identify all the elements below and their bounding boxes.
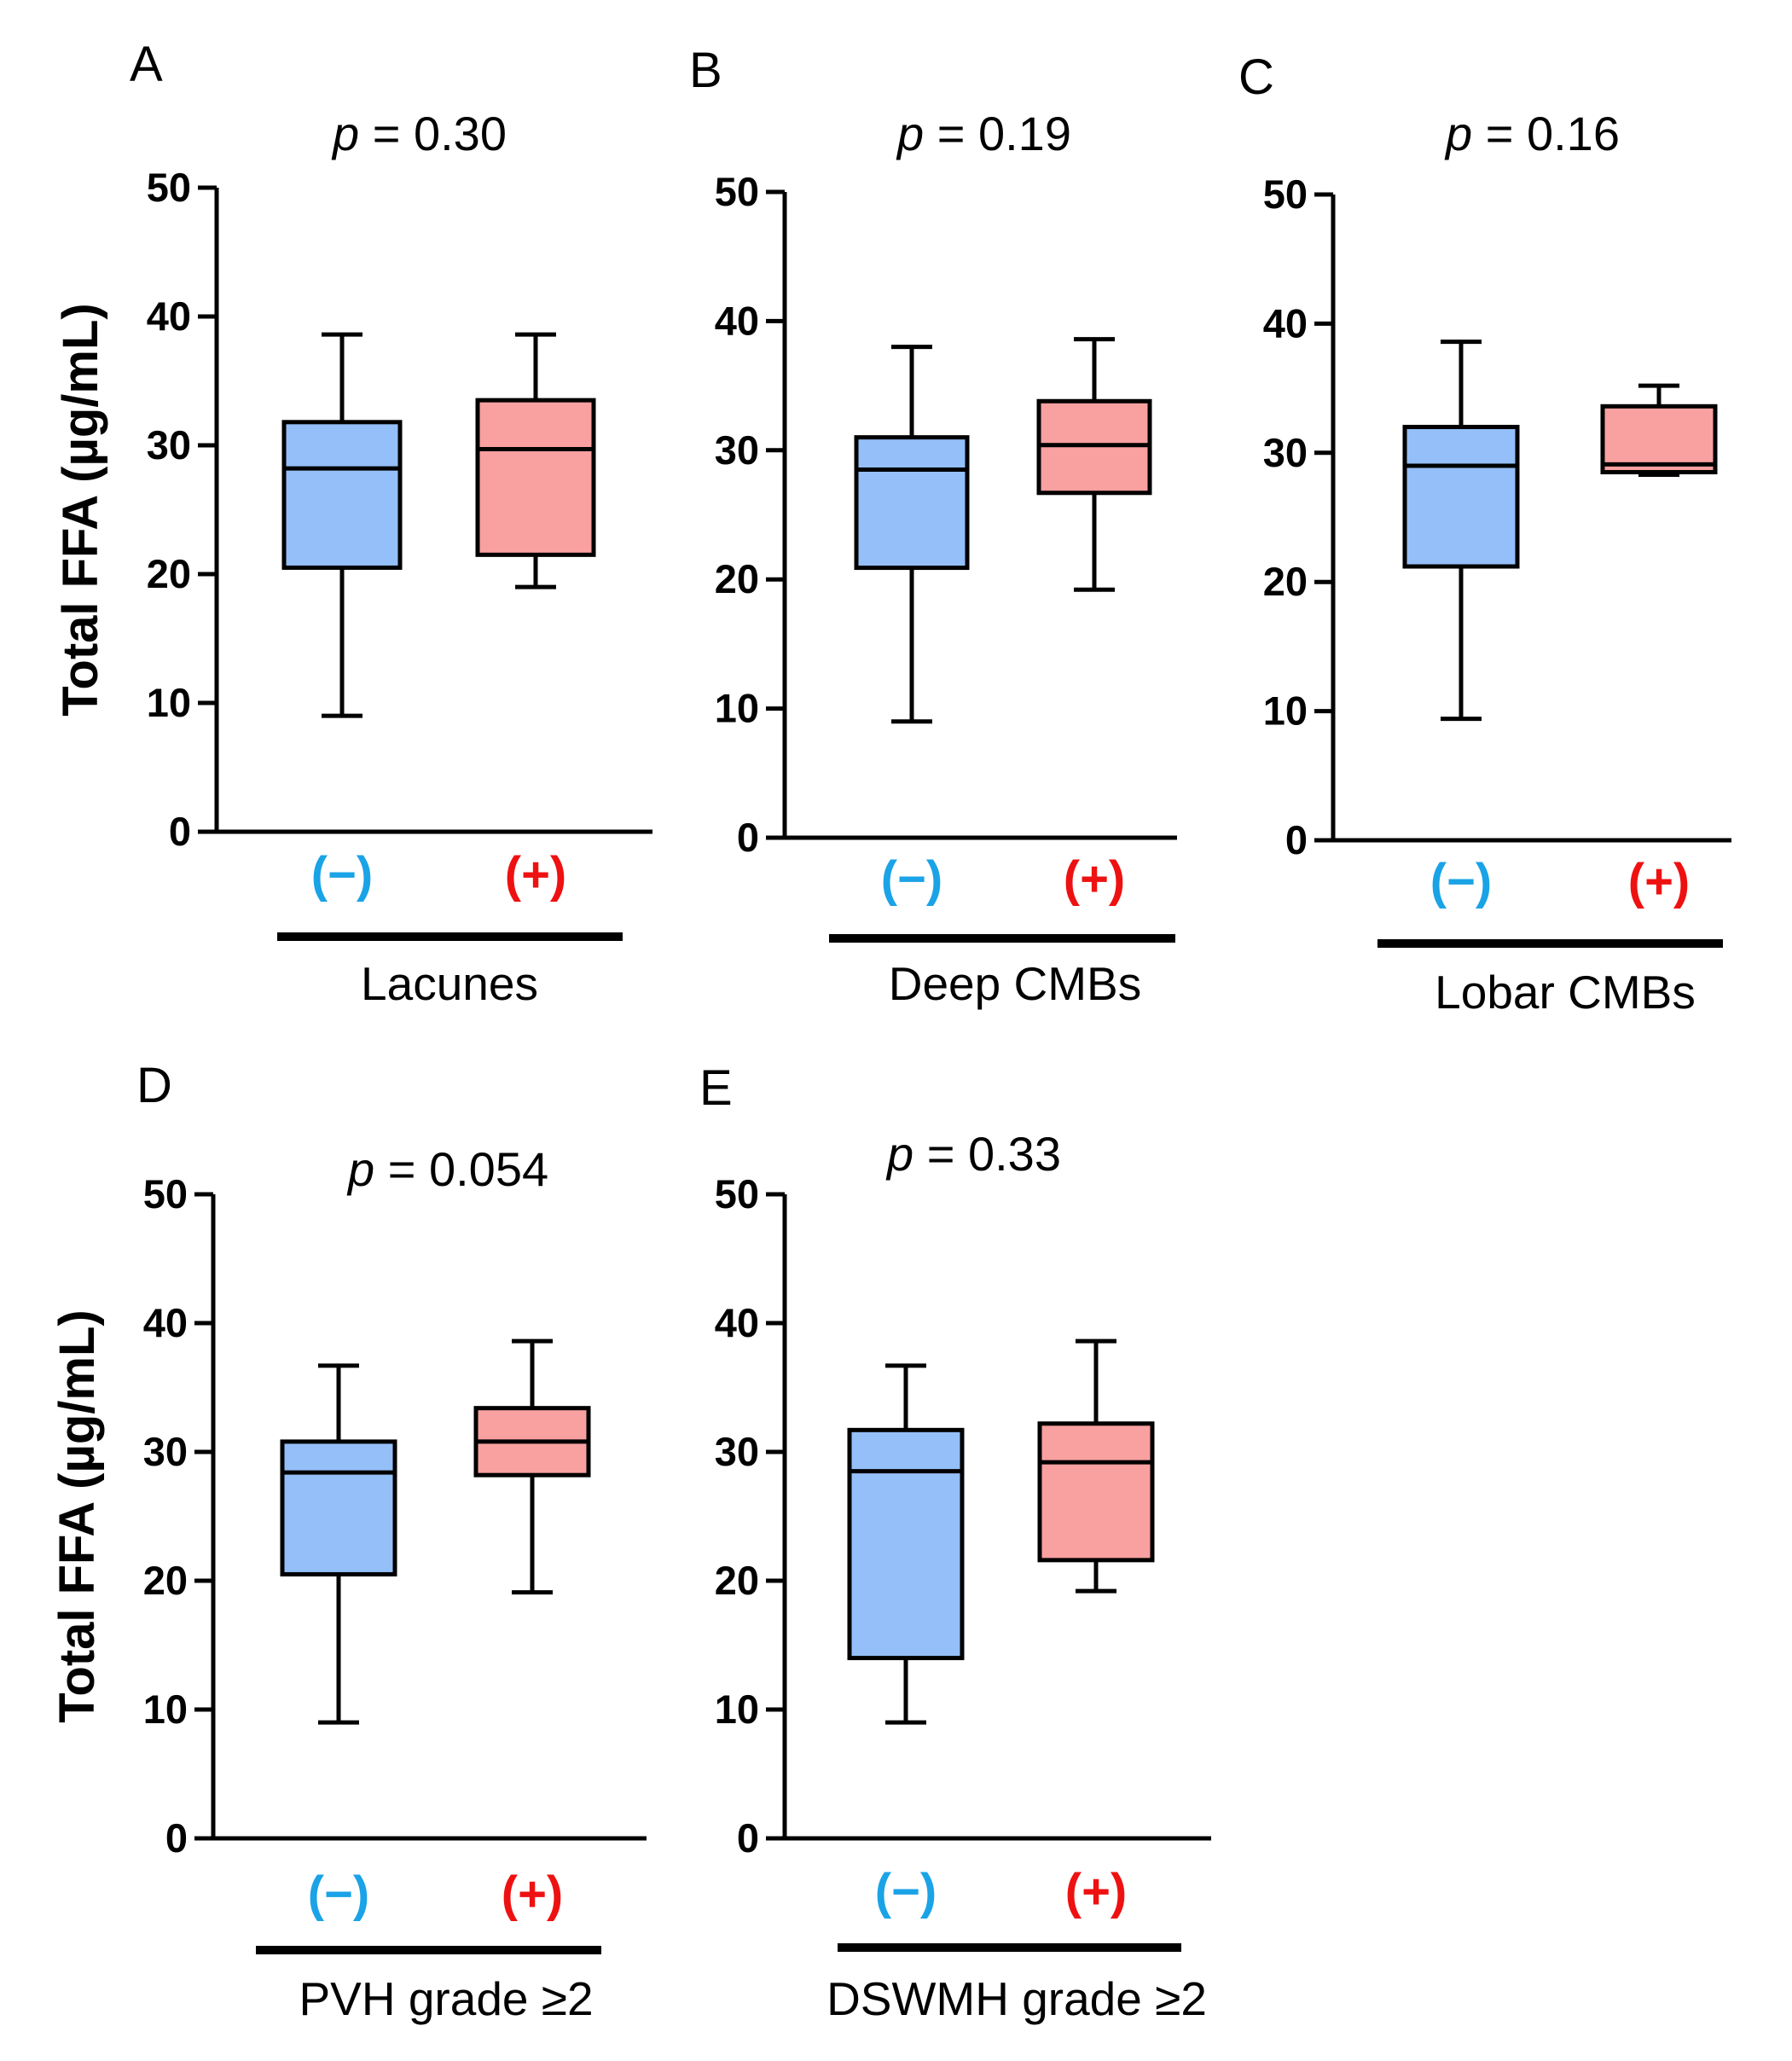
p-value: = 0.16 xyxy=(1472,107,1620,160)
y-tick-label: 40 xyxy=(715,1300,759,1345)
panel-b: Bp = 0.19 0 10 20 30 40 50 (−) (+) Deep CMBs xyxy=(689,43,1177,1010)
group-label: (−) xyxy=(881,851,943,907)
group-label: (+) xyxy=(505,847,567,903)
y-tick-label: 50 xyxy=(1263,171,1308,217)
y-tick-label: 50 xyxy=(715,169,759,214)
y-tick-label: 20 xyxy=(1263,559,1308,604)
x-axis-title: PVH grade ≥2 xyxy=(299,1972,593,2025)
box-positive xyxy=(473,1338,591,1595)
y-tick-label: 10 xyxy=(715,686,759,731)
box-positive xyxy=(1037,1338,1155,1594)
y-tick-label: 30 xyxy=(715,427,759,473)
panel-letter: A xyxy=(130,37,163,92)
group-label: (+) xyxy=(1628,854,1691,909)
box-negative xyxy=(1402,340,1520,722)
p-value: = 0.054 xyxy=(374,1142,548,1196)
y-tick-label: 20 xyxy=(715,1558,759,1603)
panel-a: Ap = 0.30 0 10 20 30 40 50 Total FFA (µg/mL) (−)… xyxy=(53,37,652,1010)
box-positive xyxy=(1600,383,1718,478)
y-tick-label: 20 xyxy=(147,551,191,596)
p-symbol: p xyxy=(1444,107,1472,160)
box-positive xyxy=(1036,337,1152,592)
box-positive xyxy=(475,332,596,589)
y-tick-label: 20 xyxy=(715,556,759,601)
iqr-box xyxy=(1037,1421,1155,1563)
panel-letter: E xyxy=(699,1060,733,1116)
y-tick-label: 30 xyxy=(1263,430,1308,475)
box-negative xyxy=(281,332,403,718)
iqr-box xyxy=(1402,425,1520,569)
y-tick-label: 10 xyxy=(715,1687,759,1732)
y-tick-label: 50 xyxy=(715,1171,759,1216)
y-tick-label: 40 xyxy=(715,298,759,343)
box-negative xyxy=(847,1363,965,1725)
group-label: (+) xyxy=(1064,851,1126,907)
y-tick-label: 20 xyxy=(143,1558,188,1603)
p-symbol: p xyxy=(896,107,924,160)
p-value: = 0.30 xyxy=(359,107,507,160)
iqr-box xyxy=(280,1439,397,1576)
panel-letter: C xyxy=(1238,49,1274,105)
group-label: (−) xyxy=(875,1864,937,1919)
y-tick-label: 40 xyxy=(143,1300,188,1345)
iqr-box xyxy=(854,435,970,571)
y-tick-label: 0 xyxy=(1285,817,1308,862)
p-value: = 0.33 xyxy=(913,1127,1061,1181)
p-symbol: p xyxy=(346,1142,374,1196)
box-negative xyxy=(854,345,970,724)
panel-d: Dp = 0.054 0 10 20 30 40 50 Total FFA (µg/mL) (−… xyxy=(49,1058,647,2025)
p-value-label: p = 0.33 xyxy=(885,1127,1061,1181)
y-tick-label: 50 xyxy=(147,165,191,210)
p-symbol: p xyxy=(331,107,359,160)
iqr-box xyxy=(847,1427,965,1661)
y-tick-label: 40 xyxy=(1263,300,1308,345)
panel-e: Ep = 0.33 0 10 20 30 40 50 (−) (+) DSWMH grade ≥2 xyxy=(699,1060,1211,2025)
y-tick-label: 30 xyxy=(143,1429,188,1474)
p-value-label: p = 0.19 xyxy=(896,107,1071,160)
p-value: = 0.19 xyxy=(924,107,1071,160)
p-symbol: p xyxy=(885,1127,913,1181)
x-axis-title: Lacunes xyxy=(361,957,538,1010)
panel-letter: D xyxy=(136,1058,172,1113)
panel-letter: B xyxy=(689,43,722,98)
iqr-box xyxy=(475,398,596,557)
y-tick-label: 30 xyxy=(715,1429,759,1474)
y-tick-label: 10 xyxy=(147,680,191,725)
p-value-label: p = 0.054 xyxy=(346,1142,548,1196)
group-label: (+) xyxy=(1065,1864,1128,1919)
group-label: (−) xyxy=(311,847,374,903)
y-tick-label: 10 xyxy=(143,1687,188,1732)
group-label: (−) xyxy=(1430,854,1493,909)
x-axis-title: Lobar CMBs xyxy=(1435,966,1696,1019)
y-tick-label: 0 xyxy=(737,1815,759,1861)
y-tick-label: 10 xyxy=(1263,688,1308,734)
y-tick-label: 0 xyxy=(165,1815,188,1861)
p-value-label: p = 0.30 xyxy=(331,107,507,160)
x-axis-title: DSWMH grade ≥2 xyxy=(826,1972,1207,2025)
group-label: (+) xyxy=(502,1867,564,1922)
box-negative xyxy=(280,1363,397,1725)
y-axis-label: Total FFA (µg/mL) xyxy=(53,303,108,716)
p-value-label: p = 0.16 xyxy=(1444,107,1620,160)
y-tick-label: 40 xyxy=(147,293,191,339)
iqr-box xyxy=(1600,403,1718,475)
group-label: (−) xyxy=(308,1867,370,1922)
y-tick-label: 0 xyxy=(169,809,191,854)
x-axis-title: Deep CMBs xyxy=(889,957,1141,1010)
y-tick-label: 50 xyxy=(143,1171,188,1216)
y-tick-label: 0 xyxy=(737,815,759,860)
y-tick-label: 30 xyxy=(147,422,191,467)
iqr-box xyxy=(281,420,403,570)
y-axis-label: Total FFA (µg/mL) xyxy=(49,1309,105,1722)
panel-c: Cp = 0.16 0 10 20 30 40 50 (−) (+) Lobar CMBs xyxy=(1238,49,1731,1019)
